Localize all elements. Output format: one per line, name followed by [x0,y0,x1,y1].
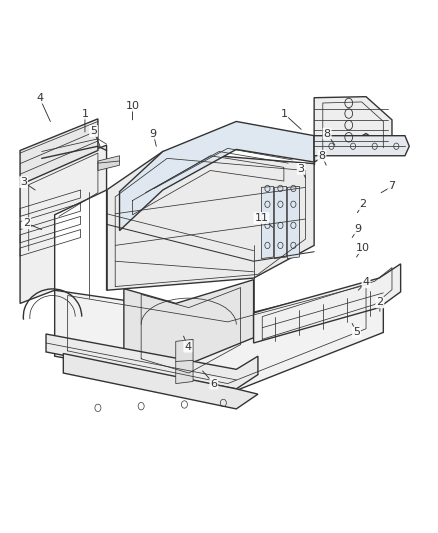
Text: 9: 9 [150,128,157,139]
Polygon shape [314,96,392,162]
Text: 1: 1 [280,109,287,118]
Polygon shape [20,119,98,185]
Polygon shape [64,353,258,409]
Polygon shape [55,280,383,391]
Text: 2: 2 [376,297,383,308]
Polygon shape [120,122,314,231]
Text: 8: 8 [318,151,325,161]
Polygon shape [20,145,106,303]
Text: 5: 5 [353,327,360,337]
Text: 8: 8 [324,128,331,139]
Text: 7: 7 [389,181,396,191]
Text: 4: 4 [184,342,191,352]
Polygon shape [124,280,254,369]
Text: 5: 5 [90,126,97,136]
Polygon shape [46,334,258,389]
Polygon shape [274,187,286,259]
Polygon shape [98,156,120,171]
Text: 2: 2 [359,199,366,209]
Text: 3: 3 [298,164,305,174]
Text: 10: 10 [356,243,370,253]
Polygon shape [261,187,273,259]
Text: 11: 11 [254,213,268,223]
Text: 2: 2 [23,218,30,228]
Text: 6: 6 [210,378,217,389]
Polygon shape [176,340,193,384]
Text: 4: 4 [363,277,370,287]
Polygon shape [254,264,401,343]
Text: 1: 1 [81,109,88,118]
Polygon shape [314,136,409,156]
Polygon shape [106,151,314,290]
Text: 3: 3 [20,177,27,187]
Text: 9: 9 [355,223,362,233]
Polygon shape [287,187,300,259]
Text: 4: 4 [36,93,43,103]
Text: 10: 10 [126,101,140,111]
